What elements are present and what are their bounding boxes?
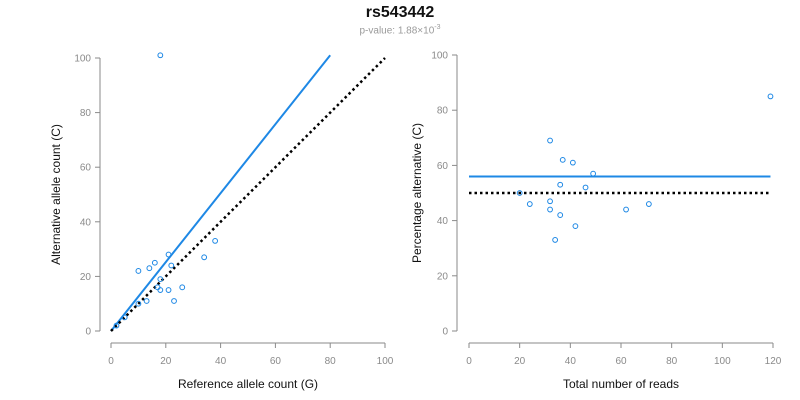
data-point — [582, 184, 589, 191]
y-tick-label: 80 — [80, 108, 92, 119]
data-point — [547, 198, 553, 205]
data-point — [547, 206, 553, 213]
data-point — [168, 262, 175, 269]
data-point — [157, 287, 164, 293]
data-point — [526, 201, 533, 207]
data-point — [623, 206, 629, 213]
data-point — [645, 201, 652, 207]
x-tick-label: 60 — [270, 356, 282, 367]
y-axis-label: Alternative allele count (C) — [49, 124, 63, 265]
chart-title: rs543442 — [365, 4, 435, 21]
data-point — [547, 137, 553, 144]
x-tick-label: 0 — [466, 356, 472, 367]
data-point — [590, 170, 597, 177]
data-point — [171, 298, 177, 304]
x-axis-label: Total number of reads — [563, 377, 679, 391]
y-tick-label: 100 — [74, 54, 91, 65]
p-value-exponent: -3 — [434, 24, 441, 31]
y-tick-label: 40 — [437, 216, 449, 227]
y-tick-label: 80 — [437, 106, 449, 117]
data-point — [151, 259, 158, 266]
x-tick-label: 60 — [615, 356, 627, 367]
data-point — [121, 314, 128, 321]
x-tick-label: 80 — [666, 356, 678, 367]
data-point — [135, 268, 142, 274]
data-point — [212, 238, 219, 244]
data-point — [516, 190, 523, 196]
chart-panel-1: 0 20 40 60 80 100 0 20 40 60 80 100 Reference allele… — [49, 52, 394, 391]
x-axis-label: Reference allele count (G) — [178, 377, 318, 391]
data-point — [179, 284, 186, 291]
data-point — [767, 93, 774, 100]
y-axis-label: Percentage alternative (C) — [410, 123, 424, 263]
fitted-line — [110, 54, 331, 332]
x-tick-label: 80 — [325, 356, 337, 367]
x-tick-label: 20 — [514, 356, 526, 367]
x-tick-label: 100 — [377, 356, 394, 367]
y-tick-label: 0 — [85, 327, 91, 338]
y-tick-label: 60 — [437, 161, 449, 172]
p-value-subtitle: p-value: 1.88×10-3 — [0, 24, 800, 36]
data-point — [572, 223, 579, 230]
data-point — [135, 300, 142, 307]
y-tick-label: 0 — [442, 327, 448, 338]
y-tick-label: 60 — [80, 163, 92, 174]
data-point — [143, 298, 150, 304]
data-point — [557, 212, 564, 218]
data-point — [165, 251, 172, 258]
data-point — [569, 159, 576, 166]
expected-ratio-line — [110, 57, 386, 332]
x-tick-label: 0 — [108, 356, 114, 367]
data-point — [552, 237, 559, 243]
x-tick-label: 120 — [765, 356, 782, 367]
data-point — [157, 276, 164, 283]
data-point — [146, 265, 153, 272]
data-point — [113, 322, 120, 329]
x-tick-label: 100 — [714, 356, 731, 367]
y-tick-label: 20 — [80, 272, 92, 283]
data-point — [559, 156, 566, 163]
x-tick-label: 40 — [215, 356, 227, 367]
chart-panel-2: 0 20 40 60 80 100 120 0 20 40 60 80 100 Total number … — [410, 51, 782, 392]
data-point — [157, 52, 164, 59]
data-point — [557, 181, 564, 188]
p-value-text: p-value: 1.88×10 — [359, 25, 435, 37]
data-point — [201, 254, 208, 261]
y-tick-label: 40 — [80, 217, 92, 228]
x-tick-label: 40 — [565, 356, 577, 367]
x-tick-label: 20 — [160, 356, 172, 367]
y-tick-label: 100 — [431, 51, 448, 62]
data-point — [165, 287, 172, 293]
y-tick-label: 20 — [437, 271, 449, 282]
